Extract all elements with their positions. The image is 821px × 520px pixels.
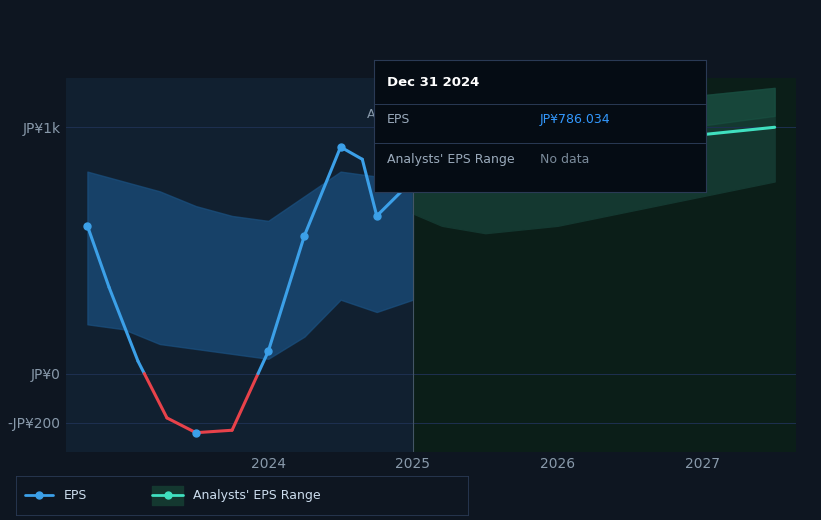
Text: EPS: EPS [64, 489, 87, 502]
Text: No data: No data [540, 153, 589, 165]
Bar [66, 78, 413, 452]
Text: Analysts' EPS Range: Analysts' EPS Range [387, 153, 515, 165]
Text: Analysts Forecasts: Analysts Forecasts [424, 108, 541, 121]
Text: Analysts' EPS Range: Analysts' EPS Range [193, 489, 320, 502]
Text: EPS: EPS [387, 113, 410, 126]
Text: Actual: Actual [366, 108, 406, 121]
Bar [413, 78, 796, 452]
Text: JP¥786.034: JP¥786.034 [540, 113, 611, 126]
Text: Dec 31 2024: Dec 31 2024 [387, 76, 479, 89]
